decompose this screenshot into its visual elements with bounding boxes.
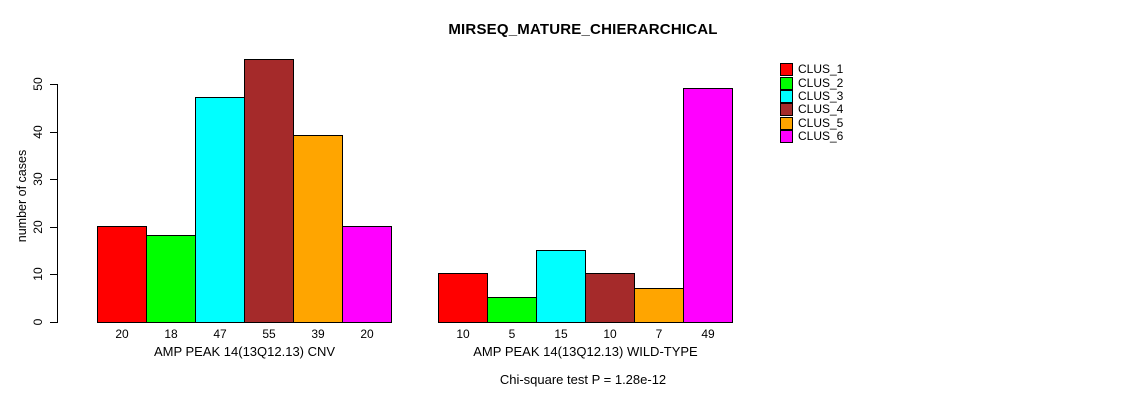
legend-swatch-clus-5 [780,116,793,130]
legend-swatch-clus-6 [780,130,793,144]
chart-title: MIRSEQ_MATURE_CHIERARCHICAL [448,21,718,38]
bar-value-clus-3-cnv: 47 [213,327,227,341]
bar-clus-3-cnv [195,97,245,323]
x-axis-group-label-cnv: AMP PEAK 14(13Q12.13) CNV [153,344,336,359]
x-axis-group-label-wild-type: AMP PEAK 14(13Q12.13) WILD-TYPE [473,344,698,359]
bar-value-clus-5-cnv: 39 [311,327,325,341]
y-tick-30 [50,179,57,180]
bar-clus-4-cnv [244,59,294,323]
legend-label-clus-5: CLUS_5 [798,115,844,130]
bar-clus-1-cnv [97,225,147,323]
bar-value-clus-3-wild-type: 15 [554,327,568,341]
y-tick-0 [50,322,57,323]
bar-clus-2-wild-type [487,297,537,323]
y-axis-line [57,84,58,323]
legend: CLUS_1 CLUS_2 CLUS_3 CLUS_4 CLUS_5 CLUS_6 [780,62,844,144]
bar-clus-6-wild-type [683,87,733,323]
y-tick-20 [50,227,57,228]
y-tick-label-50: 50 [31,77,45,91]
bar-value-clus-4-cnv: 55 [262,327,276,341]
bar-clus-2-cnv [146,235,196,323]
y-tick-label-0: 0 [31,318,45,326]
legend-label-clus-1: CLUS_1 [798,62,844,77]
y-tick-50 [50,84,57,85]
bar-value-clus-1-cnv: 20 [115,327,129,341]
legend-label-clus-3: CLUS_3 [798,88,844,103]
legend-swatch-clus-1 [780,63,793,77]
bar-value-clus-4-wild-type: 10 [603,327,617,341]
bar-clus-1-wild-type [438,273,488,323]
legend-swatch-clus-3 [780,89,793,103]
legend-label-clus-4: CLUS_4 [798,102,844,117]
y-axis-title: number of cases [15,149,29,243]
legend-label-clus-6: CLUS_6 [798,129,844,144]
bar-clus-4-wild-type [585,273,635,323]
bar-value-clus-6-cnv: 20 [360,327,374,341]
bar-value-clus-2-cnv: 18 [164,327,178,341]
y-tick-40 [50,132,57,133]
legend-item-clus-2: CLUS_2 [780,75,844,90]
y-tick-10 [50,274,57,275]
bar-value-clus-1-wild-type: 10 [456,327,470,341]
y-tick-label-30: 30 [31,172,45,186]
y-tick-label-10: 10 [31,267,45,281]
y-tick-label-40: 40 [31,125,45,139]
bar-clus-6-cnv [342,225,392,323]
bar-value-clus-2-wild-type: 5 [508,327,516,341]
bar-clus-5-cnv [293,135,343,323]
legend-label-clus-2: CLUS_2 [798,75,844,90]
legend-item-clus-5: CLUS_5 [780,115,844,130]
legend-item-clus-4: CLUS_4 [780,102,844,117]
legend-item-clus-1: CLUS_1 [780,62,844,77]
bar-value-clus-6-wild-type: 49 [701,327,715,341]
legend-item-clus-3: CLUS_3 [780,88,844,103]
legend-item-clus-6: CLUS_6 [780,129,844,144]
legend-swatch-clus-2 [780,76,793,90]
chi-square-note: Chi-square test P = 1.28e-12 [499,372,667,387]
legend-swatch-clus-4 [780,103,793,117]
bar-value-clus-5-wild-type: 7 [655,327,663,341]
bar-clus-3-wild-type [536,249,586,323]
bar-clus-5-wild-type [634,287,684,323]
y-tick-label-20: 20 [31,220,45,234]
